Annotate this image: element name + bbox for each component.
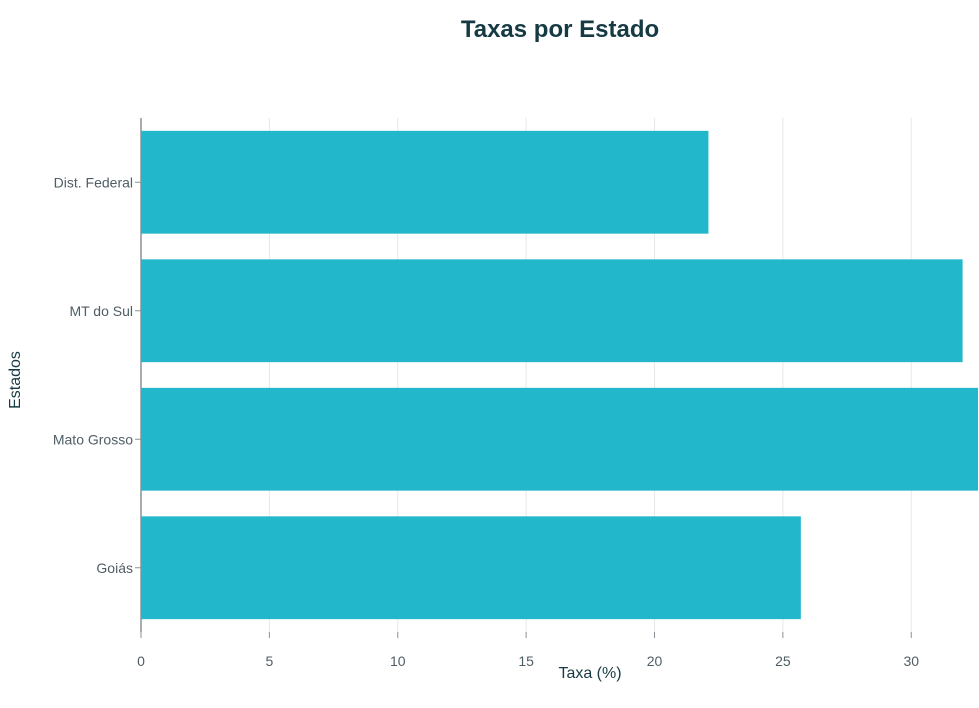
x-axis-title: Taxa (%)	[558, 665, 621, 682]
y-category-label: Mato Grosso	[53, 431, 133, 447]
x-tick-label: 30	[903, 653, 919, 669]
x-tick-label: 5	[265, 653, 273, 669]
y-axis-title: Estados	[7, 351, 24, 409]
bar	[141, 516, 801, 620]
bar	[141, 387, 978, 491]
bar	[141, 130, 709, 234]
axis-layer: 0 5 10 15 20 25 30 Dist. Federal MT do Sul Mato G…	[53, 118, 919, 669]
bars-layer	[141, 130, 978, 620]
chart-title: Taxas por Estado	[461, 16, 659, 43]
y-category-label: Dist. Federal	[54, 174, 133, 190]
x-tick-label: 20	[647, 653, 663, 669]
y-category-label: MT do Sul	[69, 303, 133, 319]
x-tick-label: 25	[775, 653, 791, 669]
bar	[141, 259, 963, 363]
y-category-label: Goiás	[96, 560, 133, 576]
x-tick-label: 0	[137, 653, 145, 669]
x-tick-label: 10	[390, 653, 406, 669]
x-tick-label: 15	[518, 653, 534, 669]
